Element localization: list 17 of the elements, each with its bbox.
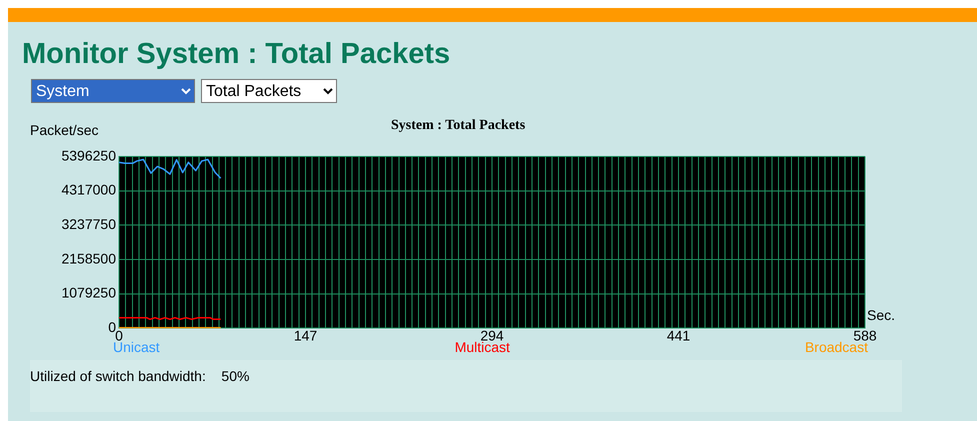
y-tick-label: 3237750 [61,216,116,232]
y-tick-label: 2158500 [61,250,116,266]
text: Total Packets [201,79,337,103]
y-tick-label: 4317000 [61,182,116,198]
x-tick-label: 147 [294,327,318,344]
y-axis-title: Packet/sec [30,122,98,138]
chart-subtitle: System : Total Packets [391,118,526,134]
text: Utilized of switch bandwidth: 50% [30,368,250,384]
x-tick-label: 294 [480,327,504,344]
x-axis-title: Sec. [867,307,896,323]
y-tick-label: 1079250 [61,284,116,301]
y-tick-label: 5396250 [61,147,116,164]
text: Unicast [113,339,160,355]
x-tick-label: 441 [666,327,690,344]
chart-title: Monitor System : Total Packets [22,38,450,71]
text: System [31,79,195,103]
x-tick-label: 588 [853,327,877,344]
